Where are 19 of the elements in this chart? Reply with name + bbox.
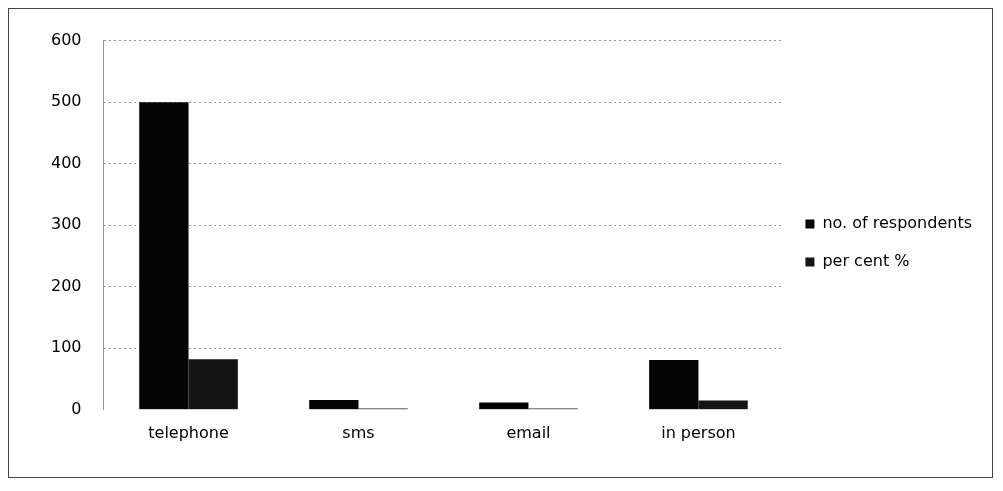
legend-label: per cent % bbox=[822, 251, 910, 271]
bar bbox=[188, 359, 238, 410]
bar bbox=[309, 399, 359, 410]
y-tick-label: 300 bbox=[50, 214, 82, 234]
bar bbox=[139, 102, 189, 410]
x-tick-label: email bbox=[506, 422, 551, 442]
y-tick-label: 100 bbox=[50, 337, 82, 357]
bar bbox=[479, 402, 529, 410]
y-tick-label: 600 bbox=[50, 29, 82, 49]
y-tick-label: 400 bbox=[50, 152, 82, 172]
bar bbox=[698, 400, 748, 410]
bar bbox=[649, 359, 699, 410]
y-tick-label: 0 bbox=[71, 398, 82, 418]
y-tick-label: 500 bbox=[50, 91, 82, 111]
y-tick-label: 200 bbox=[50, 275, 82, 295]
x-tick-label: in person bbox=[661, 422, 736, 442]
x-tick-label: telephone bbox=[148, 422, 229, 442]
legend-label: no. of respondents bbox=[822, 213, 973, 233]
x-tick-label: sms bbox=[342, 422, 375, 442]
